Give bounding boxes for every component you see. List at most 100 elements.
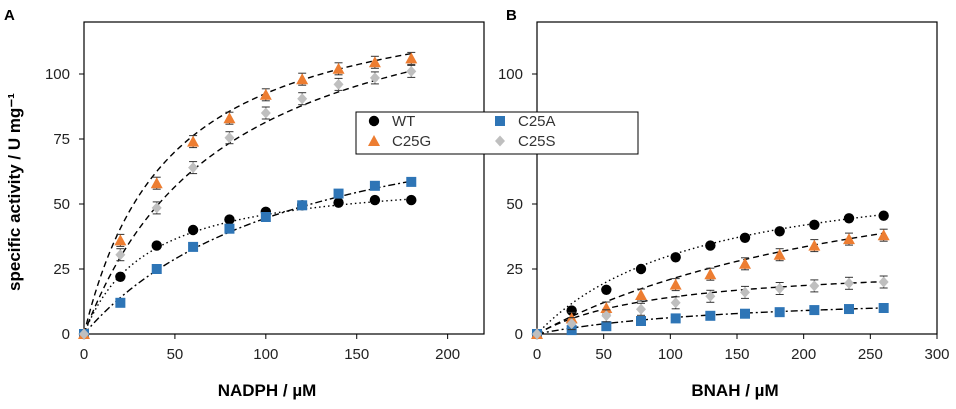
point-b-c25g-7 <box>773 248 786 260</box>
point-a-c25g-4 <box>223 112 236 124</box>
legend-marker-c25s <box>495 135 505 147</box>
y-tick-label-a-4: 100 <box>45 66 70 83</box>
point-a-wt-4 <box>224 214 235 225</box>
point-b-c25a-2 <box>601 321 612 332</box>
plot-frame-b <box>536 21 938 335</box>
fit-curve-a-wt <box>83 198 412 335</box>
legend-marker-wt <box>368 115 380 127</box>
y-tick-label-a-2: 50 <box>53 196 70 213</box>
point-b-wt-6 <box>739 232 751 243</box>
x-tick-label-b-1: 50 <box>595 346 612 363</box>
point-b-wt-8 <box>809 219 820 230</box>
point-a-c25a-2 <box>151 264 162 274</box>
legend-item-c25a: C25A <box>495 113 556 130</box>
fit-curve-a-c25a <box>83 180 412 335</box>
x-tick-label-b-2: 100 <box>658 346 683 363</box>
point-b-c25g-3 <box>635 289 647 300</box>
point-b-c25a-4 <box>670 313 681 324</box>
x-axis-title-b: BNAH / µM <box>691 381 778 400</box>
point-b-c25s-9 <box>844 277 854 289</box>
point-a-c25s-6 <box>297 93 308 105</box>
point-a-wt-7 <box>333 197 344 208</box>
point-b-c25g-8 <box>808 239 821 251</box>
point-b-wt-4 <box>670 252 681 263</box>
legend: WT C25A C25G C25S <box>355 111 639 155</box>
legend-label-wt: WT <box>392 113 415 130</box>
point-a-wt-9 <box>406 194 417 206</box>
point-b-c25s-6 <box>740 286 750 298</box>
y-axis-title: specific activity / U mg⁻¹ <box>5 93 24 291</box>
x-tick-label-b-5: 250 <box>858 346 883 363</box>
point-b-c25a-10 <box>878 303 889 313</box>
point-a-c25g-7 <box>332 62 345 74</box>
point-b-wt-5 <box>705 240 716 251</box>
y-tick-label-b-0: 0 <box>515 326 523 343</box>
point-a-c25g-5 <box>259 88 272 100</box>
point-b-c25a-9 <box>844 304 854 315</box>
point-a-c25a-4 <box>224 223 235 234</box>
point-b-c25g-10 <box>877 229 890 241</box>
fit-curve-b-c25a <box>536 307 884 335</box>
point-a-wt-3 <box>187 224 199 236</box>
x-tick-label-b-4: 200 <box>791 346 816 363</box>
plot-frame-a <box>83 21 485 335</box>
point-a-c25a-7 <box>333 188 344 199</box>
x-tick-label-b-0: 0 <box>533 346 541 363</box>
x-tick-label-a-4: 200 <box>435 346 460 363</box>
y-tick-label-b-2: 50 <box>506 196 523 213</box>
point-a-c25g-8 <box>368 56 381 68</box>
point-a-c25g-6 <box>296 73 309 85</box>
point-b-wt-3 <box>635 263 647 275</box>
fit-curve-a-c25g <box>83 52 412 335</box>
point-a-c25s-7 <box>333 78 344 90</box>
legend-label-c25s: C25S <box>518 133 556 150</box>
legend-marker-c25a <box>495 116 505 126</box>
point-a-c25g-3 <box>187 135 200 147</box>
point-b-c25a-3 <box>636 316 646 326</box>
legend-item-c25s: C25S <box>495 133 556 150</box>
point-a-c25s-3 <box>188 162 199 174</box>
point-b-wt-1 <box>566 305 577 316</box>
fit-curve-a-c25s <box>83 70 412 335</box>
point-b-c25s-4 <box>670 297 681 309</box>
legend-marker-c25g <box>368 135 380 146</box>
legend-item-c25g: C25G <box>368 133 431 150</box>
y-tick-label-b-1: 25 <box>506 261 523 278</box>
point-b-wt-2 <box>601 284 612 295</box>
x-tick-label-a-0: 0 <box>80 346 88 363</box>
point-a-wt-1 <box>115 271 126 282</box>
point-b-wt-7 <box>774 226 785 237</box>
point-b-c25s-8 <box>809 280 820 292</box>
point-b-wt-10 <box>878 210 889 221</box>
panel-a-letter: A <box>4 7 15 24</box>
point-a-c25a-5 <box>260 212 271 222</box>
panel-b-letter: B <box>506 7 517 24</box>
point-a-c25a-9 <box>406 176 417 187</box>
point-b-c25g-5 <box>704 268 717 280</box>
point-a-c25s-2 <box>151 202 162 214</box>
point-b-c25g-9 <box>843 233 855 245</box>
point-b-c25s-10 <box>878 276 889 288</box>
point-b-c25s-3 <box>636 303 646 315</box>
point-a-c25s-1 <box>115 249 126 261</box>
y-tick-label-a-1: 25 <box>53 261 70 278</box>
x-tick-label-b-3: 150 <box>724 346 749 363</box>
point-a-c25a-6 <box>297 200 308 211</box>
fit-curve-b-c25s <box>536 280 884 335</box>
point-a-c25s-8 <box>369 72 380 84</box>
point-b-c25s-2 <box>601 310 612 322</box>
point-a-c25a-1 <box>115 297 126 308</box>
point-a-c25s-5 <box>260 107 271 119</box>
point-b-c25g-6 <box>739 257 751 269</box>
x-tick-label-a-2: 100 <box>253 346 278 363</box>
point-b-c25a-5 <box>705 310 716 321</box>
legend-label-c25g: C25G <box>392 133 431 150</box>
panel-b-plot: 0255075100050100150200250300 <box>498 21 950 363</box>
x-axis-title-a: NADPH / µM <box>218 381 317 400</box>
y-tick-label-a-0: 0 <box>62 326 70 343</box>
x-tick-label-b-6: 300 <box>924 346 949 363</box>
point-b-c25a-7 <box>774 307 785 318</box>
x-tick-label-a-1: 50 <box>167 346 184 363</box>
point-b-wt-9 <box>843 213 855 224</box>
